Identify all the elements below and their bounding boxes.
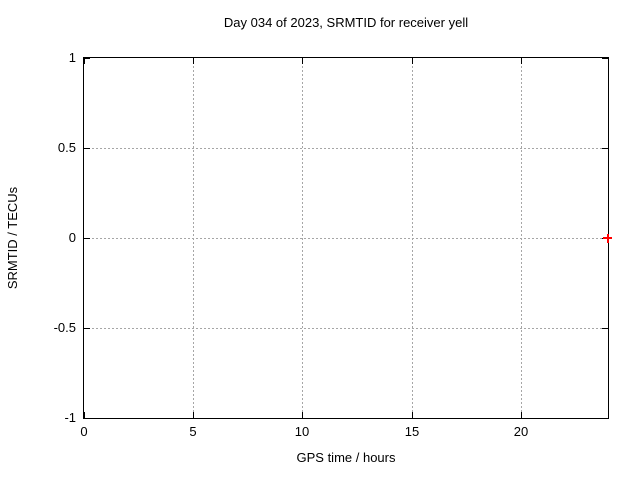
gridline-horizontal: [84, 328, 608, 329]
y-tick-mark: [84, 328, 90, 329]
plot-area: [83, 57, 612, 419]
y-tick-label: 0.5: [57, 140, 76, 155]
x-tick-mark-mirror: [412, 58, 413, 64]
x-tick-label: 10: [294, 424, 310, 439]
y-tick-mark-mirror: [602, 58, 608, 59]
gridline-horizontal: [84, 148, 608, 149]
y-tick-mark-mirror: [602, 328, 608, 329]
x-tick-mark: [412, 412, 413, 418]
y-tick-mark: [84, 148, 90, 149]
x-tick-mark: [521, 412, 522, 418]
y-tick-mark: [84, 58, 90, 59]
y-tick-mark-mirror: [602, 418, 608, 419]
y-tick-label: -0.5: [53, 320, 76, 335]
y-tick-label: 1: [68, 50, 76, 65]
y-tick-label: 0: [68, 230, 76, 245]
data-point-marker: [603, 233, 612, 243]
x-tick-mark-mirror: [302, 58, 303, 64]
x-tick-mark: [193, 412, 194, 418]
y-tick-mark: [84, 418, 90, 419]
y-axis-label: SRMTID / TECUs: [5, 186, 20, 290]
x-tick-label: 15: [404, 424, 420, 439]
y-tick-label: -1: [64, 410, 76, 425]
y-tick-mark-mirror: [602, 148, 608, 149]
x-tick-mark-mirror: [84, 58, 85, 64]
x-tick-mark-mirror: [193, 58, 194, 64]
x-tick-mark: [302, 412, 303, 418]
y-tick-mark: [84, 238, 90, 239]
x-tick-label: 20: [513, 424, 529, 439]
x-tick-mark: [84, 412, 85, 418]
x-tick-mark-mirror: [521, 58, 522, 64]
gridline-horizontal: [84, 238, 608, 239]
x-axis-label: GPS time / hours: [296, 450, 396, 465]
chart-title: Day 034 of 2023, SRMTID for receiver yel…: [223, 15, 469, 30]
x-tick-label: 5: [189, 424, 197, 439]
x-tick-label: 0: [80, 424, 88, 439]
